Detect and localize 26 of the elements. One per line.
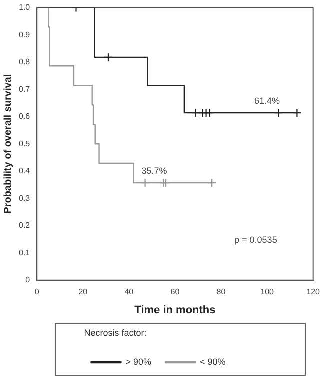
annotation: p = 0.0535 [234,235,278,246]
x-tick-label: 40 [124,287,134,296]
x-tick-label: 0 [34,287,40,296]
x-tick-label: 20 [78,287,88,296]
x-tick-label: 120 [306,287,321,296]
legend-label: > 90% [126,356,152,367]
annotation: 35.7% [142,166,168,176]
x-tick-label: 60 [170,287,180,296]
y-tick-label: 0.2 [18,221,31,230]
x-tick-label: 100 [260,287,275,296]
x-tick-label: 80 [216,287,226,296]
y-tick-label: 0.3 [18,194,31,203]
y-tick-label: 0.9 [18,30,31,40]
y-tick-label: 0.5 [18,139,31,148]
x-axis-title: Time in months [134,304,216,317]
annotation: 61.4% [254,96,280,106]
y-tick-label: 0 [26,276,31,285]
y-tick-label: 0.8 [18,58,31,67]
y-tick-label: 0.6 [18,112,31,122]
legend-label: < 90% [200,356,226,367]
y-tick-label: 0.4 [18,166,31,176]
y-tick-label: 0.7 [18,84,31,94]
legend-title: Necrosis factor: [84,328,147,338]
y-tick-label: 1.0 [18,3,31,12]
y-tick-label: 0.1 [18,248,31,258]
y-axis-title: Probability of overall survival [2,74,14,214]
